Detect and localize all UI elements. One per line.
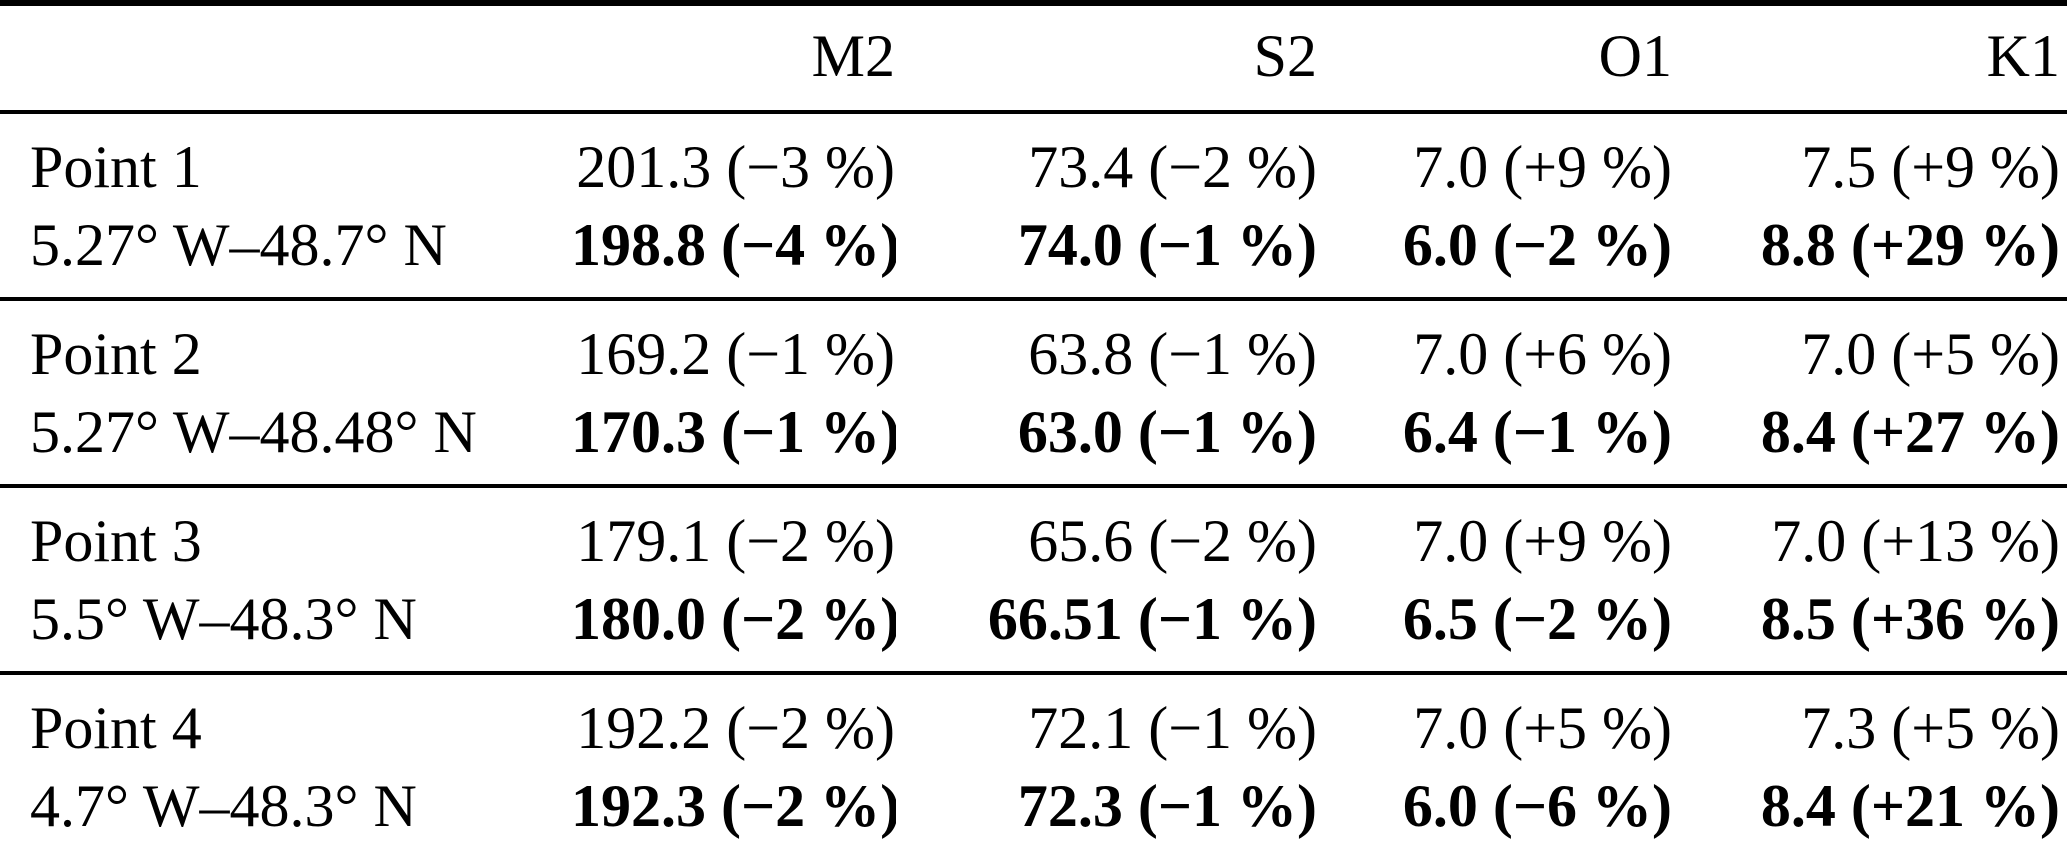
coords-label: 5.27° W–48.48° N [30, 399, 477, 465]
header-row: M2 S2 O1 K1 [0, 3, 2067, 112]
value-cell-m2: 201.3 (−3 %) [576, 134, 895, 200]
value-cell-k1: 7.0 (+13 %) [1771, 508, 2060, 574]
col-header-m2: M2 [811, 23, 895, 89]
value-cell-k1-bold: 8.4 (+21 %) [1760, 773, 2060, 839]
value-cell-m2: 179.1 (−2 %) [576, 508, 895, 574]
value-cell-o1-bold: 6.0 (−6 %) [1402, 773, 1672, 839]
value-cell-s2: 73.4 (−2 %) [1028, 134, 1317, 200]
table-row: 5.27° W–48.48° N 170.3 (−1 %) 63.0 (−1 %… [0, 393, 2067, 486]
value-cell-m2-bold: 180.0 (−2 %) [571, 586, 896, 652]
coords-label: 5.5° W–48.3° N [30, 586, 417, 652]
value-cell-k1: 7.5 (+9 %) [1801, 134, 2060, 200]
value-cell-o1: 7.0 (+9 %) [1413, 508, 1672, 574]
table-row: 5.27° W–48.7° N 198.8 (−4 %) 74.0 (−1 %)… [0, 206, 2067, 299]
col-header-s2: S2 [1253, 23, 1317, 89]
point-label: Point 2 [30, 321, 202, 387]
point-label: Point 3 [30, 508, 202, 574]
value-cell-k1-bold: 8.4 (+27 %) [1760, 399, 2060, 465]
table-row: 4.7° W–48.3° N 192.3 (−2 %) 72.3 (−1 %) … [0, 767, 2067, 853]
value-cell-m2-bold: 170.3 (−1 %) [571, 399, 896, 465]
point-label: Point 1 [30, 134, 202, 200]
point-label: Point 4 [30, 695, 202, 761]
value-cell-o1-bold: 6.5 (−2 %) [1402, 586, 1672, 652]
value-cell-k1-bold: 8.5 (+36 %) [1760, 586, 2060, 652]
value-cell-m2: 192.2 (−2 %) [576, 695, 895, 761]
value-cell-s2: 65.6 (−2 %) [1028, 508, 1317, 574]
value-cell-s2-bold: 66.51 (−1 %) [987, 586, 1317, 652]
col-header-k1: K1 [1986, 23, 2060, 89]
point-group-4: Point 4 192.2 (−2 %) 72.1 (−1 %) 7.0 (+5… [0, 673, 2067, 853]
value-cell-m2-bold: 198.8 (−4 %) [571, 212, 896, 278]
coords-label: 4.7° W–48.3° N [30, 773, 417, 839]
point-group-2: Point 2 169.2 (−1 %) 63.8 (−1 %) 7.0 (+6… [0, 299, 2067, 486]
value-cell-o1-bold: 6.0 (−2 %) [1402, 212, 1672, 278]
value-cell-o1: 7.0 (+5 %) [1413, 695, 1672, 761]
value-cell-o1: 7.0 (+6 %) [1413, 321, 1672, 387]
table-row: 5.5° W–48.3° N 180.0 (−2 %) 66.51 (−1 %)… [0, 580, 2067, 673]
value-cell-k1-bold: 8.8 (+29 %) [1760, 212, 2060, 278]
col-header-o1: O1 [1598, 23, 1672, 89]
coords-label: 5.27° W–48.7° N [30, 212, 447, 278]
value-cell-m2: 169.2 (−1 %) [576, 321, 895, 387]
value-cell-o1: 7.0 (+9 %) [1413, 134, 1672, 200]
value-cell-m2-bold: 192.3 (−2 %) [571, 773, 896, 839]
value-cell-s2-bold: 63.0 (−1 %) [1017, 399, 1317, 465]
table-row: Point 3 179.1 (−2 %) 65.6 (−2 %) 7.0 (+9… [0, 486, 2067, 580]
value-cell-k1: 7.3 (+5 %) [1801, 695, 2060, 761]
point-group-3: Point 3 179.1 (−2 %) 65.6 (−2 %) 7.0 (+9… [0, 486, 2067, 673]
value-cell-s2: 63.8 (−1 %) [1028, 321, 1317, 387]
value-cell-s2-bold: 72.3 (−1 %) [1017, 773, 1317, 839]
value-cell-k1: 7.0 (+5 %) [1801, 321, 2060, 387]
value-cell-s2: 72.1 (−1 %) [1028, 695, 1317, 761]
value-cell-s2-bold: 74.0 (−1 %) [1017, 212, 1317, 278]
table-row: Point 2 169.2 (−1 %) 63.8 (−1 %) 7.0 (+6… [0, 299, 2067, 393]
point-group-1: Point 1 201.3 (−3 %) 73.4 (−2 %) 7.0 (+9… [0, 112, 2067, 299]
value-cell-o1-bold: 6.4 (−1 %) [1402, 399, 1672, 465]
corner-cell [0, 3, 570, 112]
table-row: Point 4 192.2 (−2 %) 72.1 (−1 %) 7.0 (+5… [0, 673, 2067, 767]
table-header: M2 S2 O1 K1 [0, 3, 2067, 112]
table-row: Point 1 201.3 (−3 %) 73.4 (−2 %) 7.0 (+9… [0, 112, 2067, 206]
